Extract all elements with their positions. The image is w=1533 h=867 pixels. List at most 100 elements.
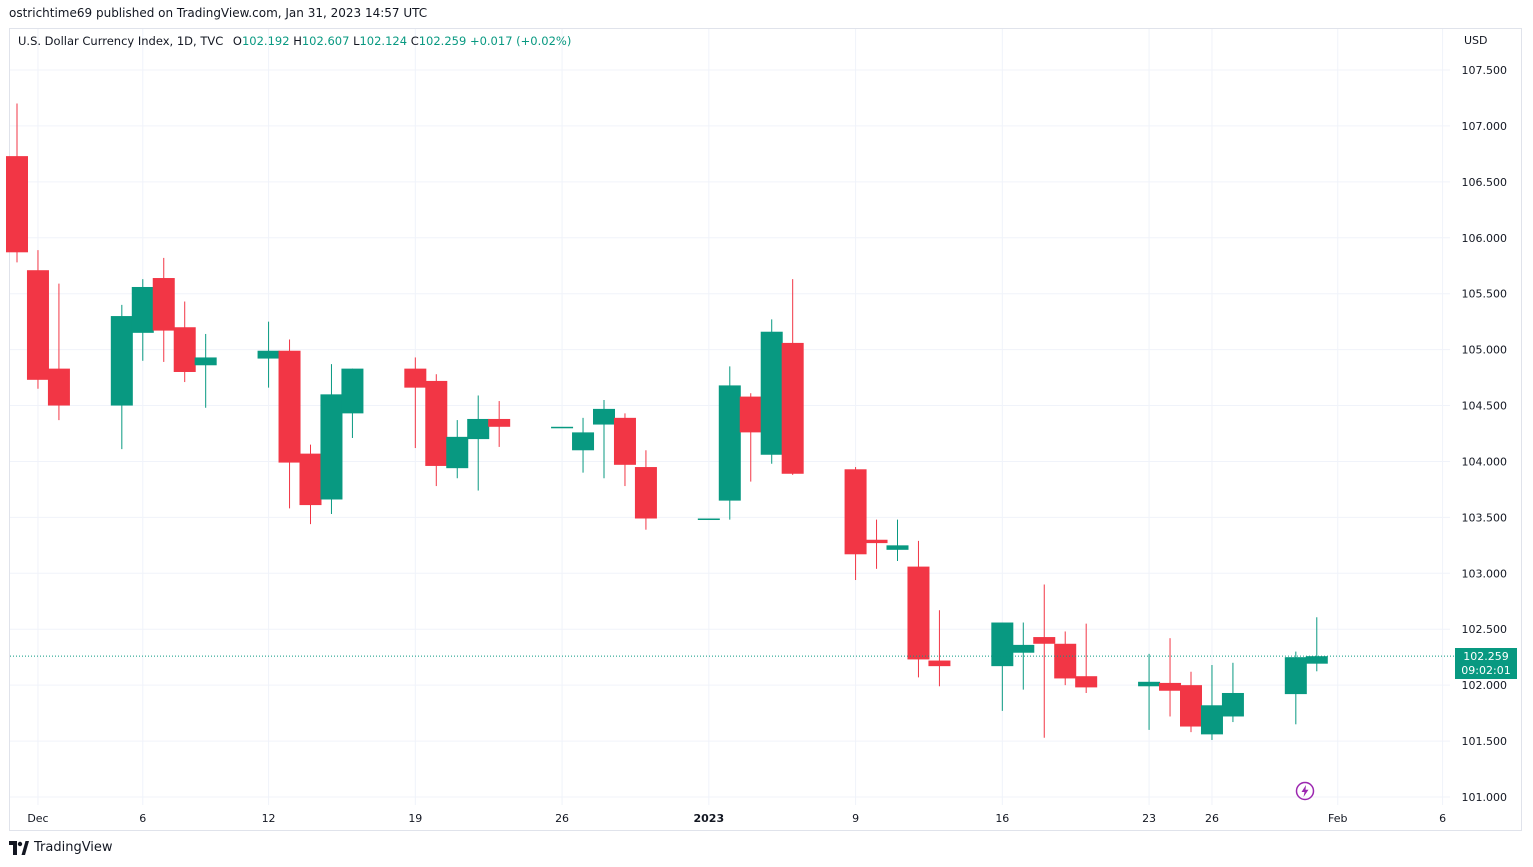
candle: [1305, 617, 1328, 672]
candle-body: [844, 469, 867, 555]
candle: [634, 450, 657, 530]
candle-body: [1180, 685, 1202, 727]
footer-brand[interactable]: TradingView: [9, 840, 113, 855]
price-tick-label: 104.000: [1462, 455, 1508, 468]
time-tick-label: Feb: [1328, 812, 1347, 825]
candle: [1200, 665, 1223, 740]
candle-body: [781, 342, 804, 474]
candle: [26, 250, 49, 389]
candle: [991, 622, 1014, 711]
candle: [446, 420, 469, 479]
chart-frame: [9, 28, 1522, 831]
time-tick-label: 23: [1142, 812, 1156, 825]
price-tick-label: 105.000: [1462, 344, 1508, 357]
candle: [257, 321, 280, 388]
candle-body: [1075, 676, 1098, 688]
candle-body: [718, 385, 741, 501]
candle-body: [425, 380, 448, 466]
price-tick-label: 106.000: [1462, 232, 1508, 245]
candle-body: [1054, 643, 1077, 679]
candle-body: [1138, 681, 1161, 687]
currency-label[interactable]: USD: [1464, 34, 1488, 47]
high-value: 102.607: [301, 34, 350, 48]
candle: [1284, 651, 1307, 725]
candle: [1075, 623, 1098, 693]
time-tick-label: 19: [408, 812, 422, 825]
price-tick-label: 106.500: [1462, 176, 1508, 189]
candle-body: [131, 286, 154, 333]
candle-body: [152, 278, 175, 331]
candle-body: [907, 566, 930, 660]
candle-body: [299, 453, 322, 506]
price-axis: 107.500 107.000 106.500 106.000 105.500 105.0…: [1462, 64, 1508, 804]
time-tick-label: 12: [262, 812, 276, 825]
lightning-bolt-icon[interactable]: [1295, 781, 1315, 801]
candle-body: [1033, 637, 1056, 644]
candles: [6, 103, 1328, 740]
candle-body: [1221, 692, 1244, 717]
close-label: C: [410, 34, 419, 48]
candle-body: [551, 426, 574, 429]
candle: [844, 467, 867, 581]
candle-body: [865, 539, 888, 544]
high-label: H: [293, 34, 302, 48]
candle: [551, 426, 574, 429]
candle-body: [1284, 657, 1307, 695]
candle: [299, 444, 322, 525]
candle-body: [1012, 644, 1035, 653]
candle: [278, 339, 301, 509]
candle-body: [1159, 682, 1182, 691]
candle: [718, 366, 741, 520]
candle-body: [26, 270, 49, 380]
time-tick-label: 6: [1439, 812, 1446, 825]
candle-body: [886, 545, 909, 550]
candle-body: [110, 316, 133, 406]
candle: [907, 540, 930, 678]
time-tick-label: Dec: [27, 812, 48, 825]
candle-body: [928, 660, 951, 667]
candle: [781, 279, 804, 475]
close-value: 102.259: [418, 34, 467, 48]
change-value: +0.017 (+0.02%): [469, 34, 572, 48]
candle-body: [173, 327, 196, 372]
candle: [194, 333, 217, 408]
candle-body: [1305, 656, 1328, 664]
candle-body: [467, 418, 490, 440]
candle: [341, 368, 364, 438]
candle: [613, 413, 636, 487]
candle: [593, 399, 615, 479]
low-label: L: [353, 34, 360, 48]
time-tick-label: 6: [139, 812, 146, 825]
candle-body: [278, 350, 301, 463]
time-tick-label: 16: [995, 812, 1009, 825]
time-tick-label: 9: [852, 812, 859, 825]
candle: [1138, 653, 1161, 730]
candle-body: [446, 436, 469, 469]
candle-body: [739, 396, 762, 433]
candle-body: [991, 622, 1014, 667]
candle: [760, 319, 783, 464]
price-tick-label: 105.500: [1462, 288, 1508, 301]
time-tick-label: 2023: [694, 812, 725, 825]
candle: [928, 610, 951, 687]
tradingview-logo-icon: [9, 840, 29, 855]
candle: [110, 304, 133, 450]
candle: [425, 374, 448, 487]
grid-lines: [10, 29, 1450, 805]
brand-name: TradingView: [34, 840, 113, 855]
symbol-legend: U.S. Dollar Currency Index, 1D, TVC O102…: [18, 34, 571, 48]
candle: [131, 279, 154, 361]
candle: [1159, 638, 1182, 717]
candle: [47, 283, 70, 421]
time-axis: Dec 6 12 19 26 2023 9 16 23 26 Feb 6: [27, 812, 1446, 825]
candle-body: [257, 350, 280, 359]
candle-body: [404, 368, 427, 388]
low-value: 102.124: [359, 34, 408, 48]
last-price-value: 102.259: [1463, 650, 1509, 663]
candle: [320, 364, 343, 515]
candle: [572, 417, 595, 473]
candle: [173, 301, 196, 383]
candle-body: [613, 417, 636, 465]
time-tick-label: 26: [555, 812, 569, 825]
